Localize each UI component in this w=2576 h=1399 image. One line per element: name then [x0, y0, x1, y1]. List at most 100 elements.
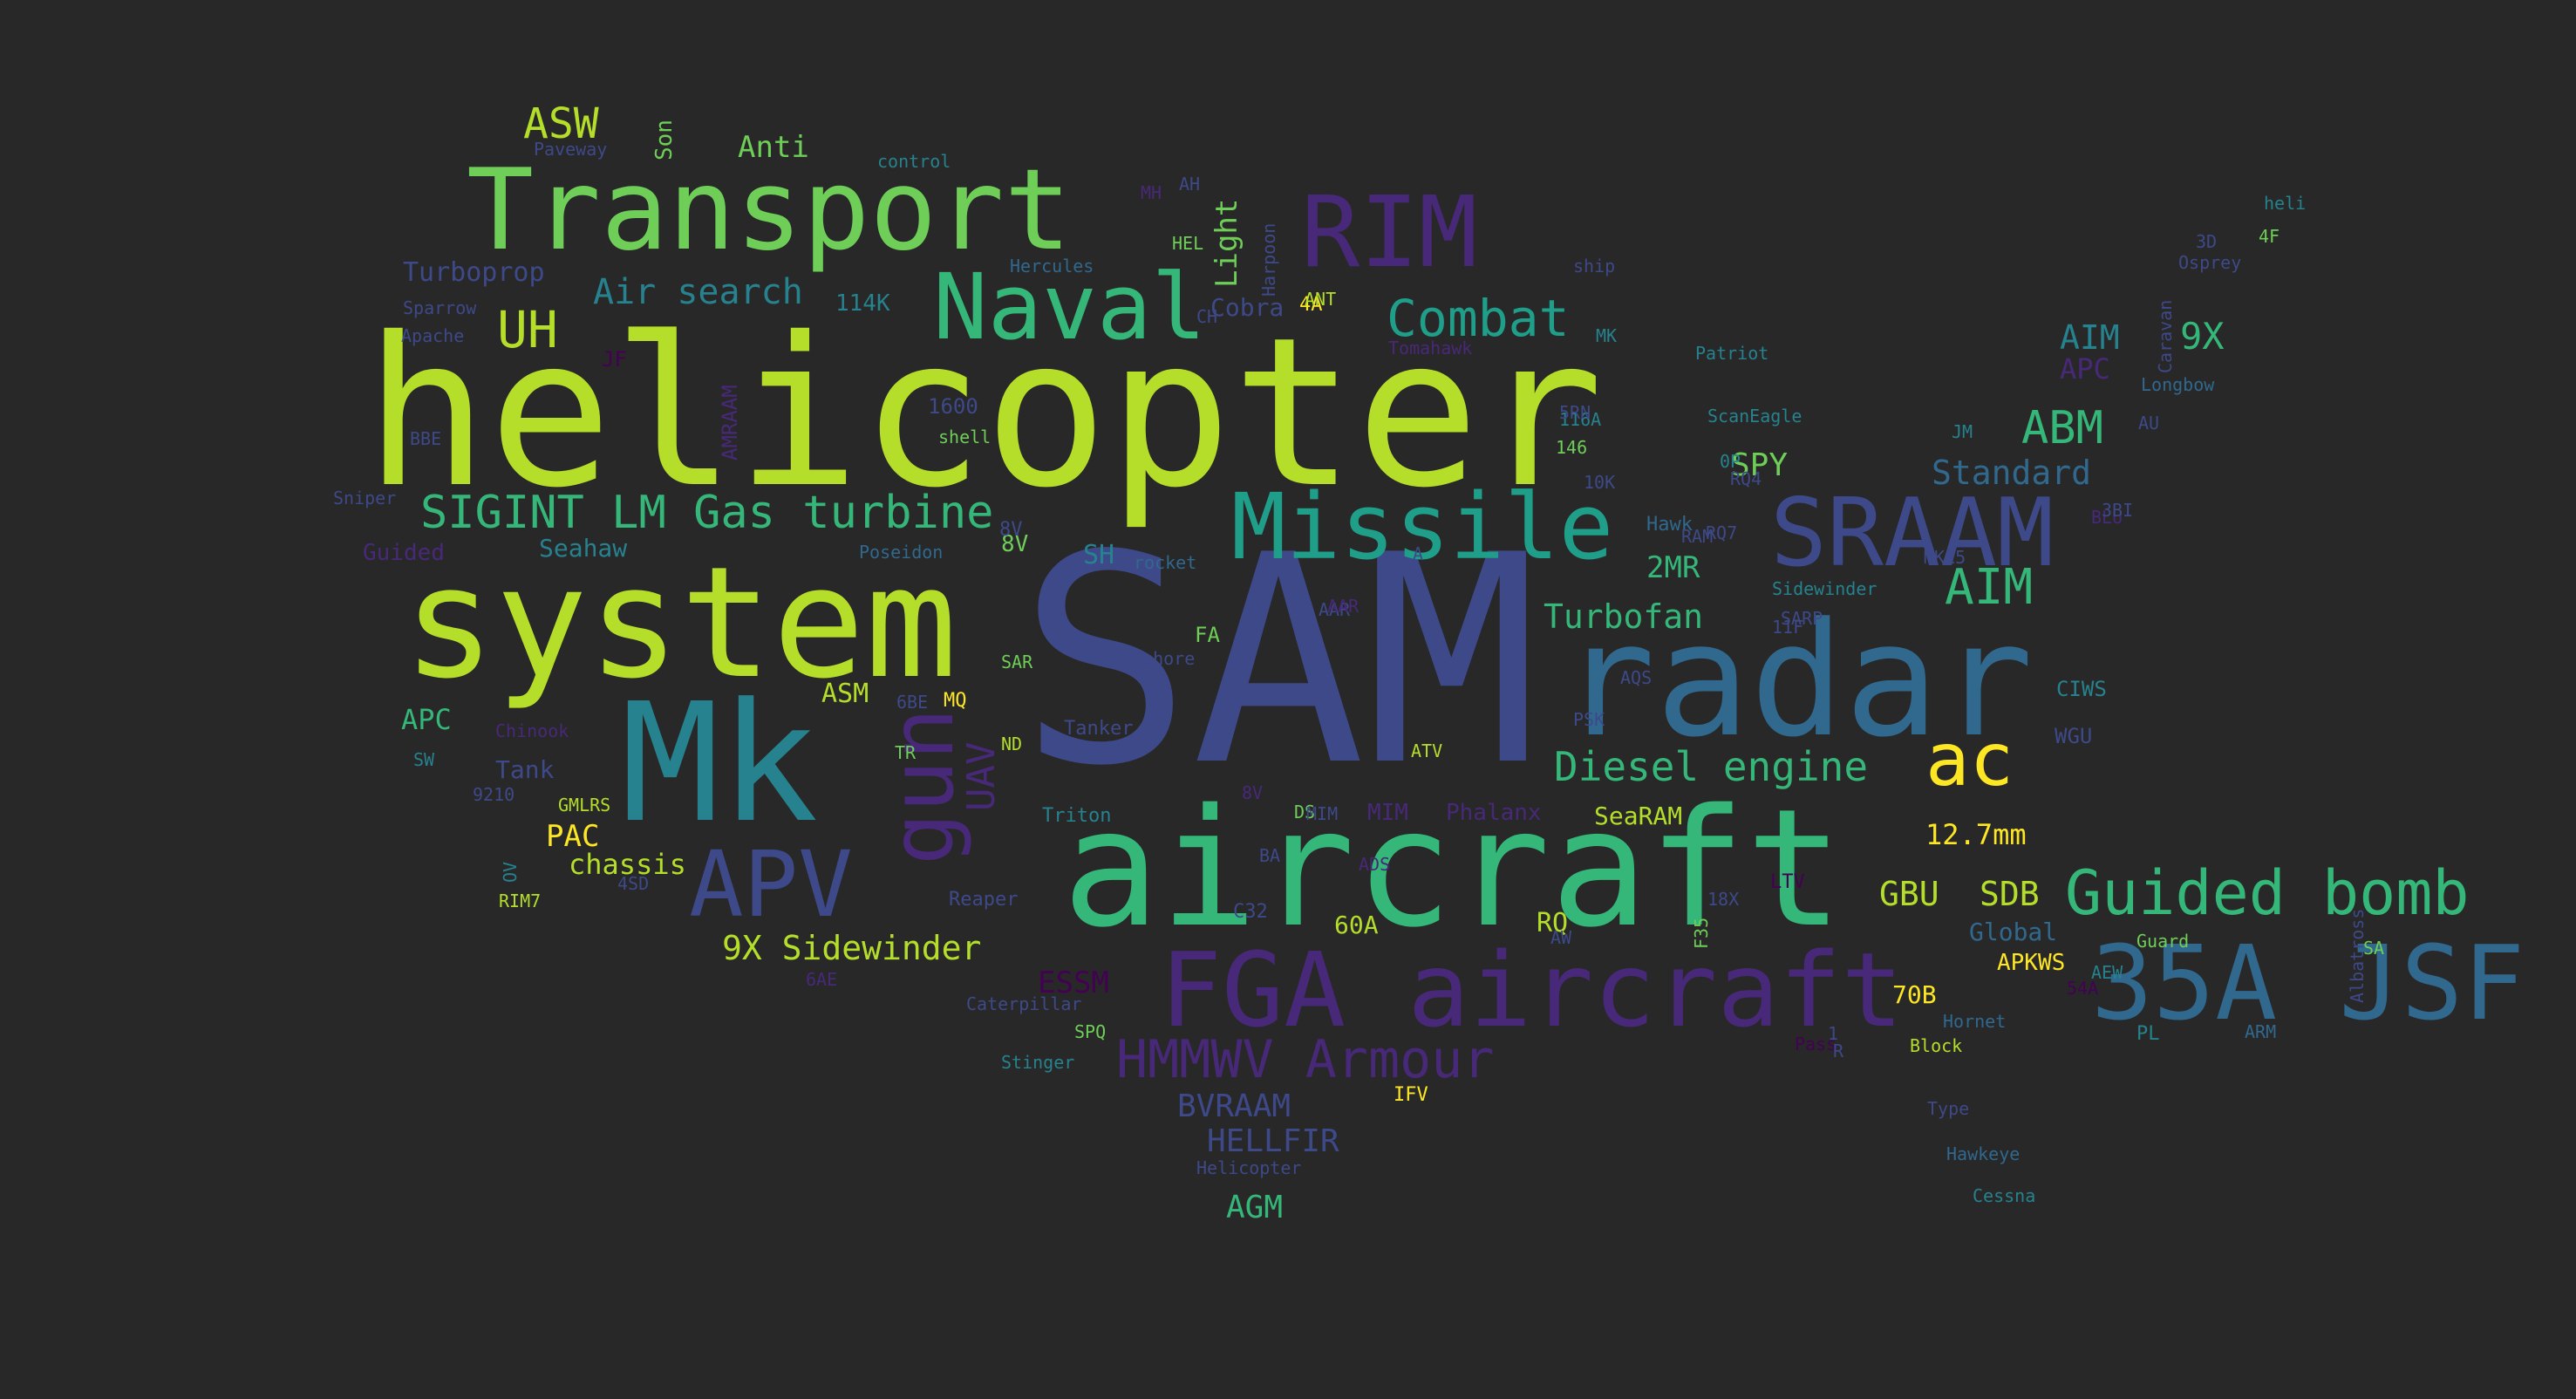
word-8v: 8V: [999, 519, 1023, 541]
word-cessna: Cessna: [1973, 1185, 2035, 1206]
word-10k: 10K: [1584, 472, 1615, 493]
word-turboprop: Turboprop: [403, 257, 545, 288]
word-r: R: [1833, 1041, 1844, 1061]
word-global: Global: [1969, 918, 2057, 946]
word-hercules: Hercules: [1010, 256, 1094, 276]
word-ov: OV: [500, 862, 521, 883]
word-4a: 4A: [1299, 294, 1323, 316]
word-1600: 1600: [928, 394, 978, 419]
word-sdb: SDB: [1980, 875, 2040, 913]
word-amraam: AMRAAM: [718, 385, 742, 461]
word-6ae: 6AE: [806, 969, 837, 990]
word-shell: shell: [938, 427, 991, 447]
word-mk: Mk: [621, 668, 818, 859]
word-stinger: Stinger: [1001, 1052, 1074, 1073]
word-searam: SeaRAM: [1594, 802, 1682, 830]
word-bbe: BBE: [410, 428, 441, 449]
word-agm: AGM: [1226, 1190, 1283, 1225]
word-transport: Transport: [467, 146, 1072, 276]
word-aim: AIM: [2060, 318, 2120, 357]
word-hmmwv-armour: HMMWV Armour: [1116, 1029, 1494, 1090]
word-sidewinder: Sidewinder: [1772, 578, 1877, 599]
word-aw: AW: [1550, 927, 1572, 948]
word-sar: SAR: [1001, 652, 1033, 672]
word-fa: FA: [1195, 623, 1220, 647]
word-seahaw: Seahaw: [539, 534, 627, 563]
word-ch: CH: [1196, 306, 1217, 327]
word-guided-bomb: Guided bomb: [2065, 857, 2470, 929]
word-blu: BLU: [2091, 507, 2123, 528]
word-jf: JF: [602, 347, 627, 372]
word-pl: PL: [2136, 1023, 2160, 1045]
word-spq: SPQ: [1074, 1021, 1106, 1042]
word-hel: HEL: [1172, 233, 1203, 254]
word-tank: Tank: [495, 755, 555, 784]
word-rim: RIM: [1301, 176, 1477, 290]
word-12-7mm: 12.7mm: [1925, 818, 2027, 851]
word-aircraft: aircraft: [1062, 774, 1843, 963]
word-a: A: [1413, 543, 1423, 564]
word-ah: AH: [1179, 174, 1200, 194]
word-spy: SPY: [1731, 447, 1788, 483]
word-tanker: Tanker: [1064, 718, 1133, 740]
word-helicopter: Helicopter: [1196, 1157, 1301, 1178]
word-2mr: 2MR: [1646, 550, 1700, 585]
word-gbu: GBU: [1879, 875, 1939, 913]
word-aim: AIM: [1945, 559, 2033, 616]
word-5rn: 5RN: [1559, 402, 1591, 423]
word-8v: 8V: [1001, 531, 1028, 557]
word-asw: ASW: [523, 99, 599, 148]
word-radar: radar: [1561, 590, 2034, 772]
word-ltv: LTV: [1770, 871, 1805, 893]
word-asm: ASM: [821, 679, 869, 709]
word-116a: 116A: [1559, 409, 1601, 430]
word-longbow: Longbow: [2141, 374, 2215, 395]
word-hawkeye: Hawkeye: [1946, 1143, 2020, 1164]
word-apv: APV: [689, 831, 853, 938]
word-ship: ship: [1573, 256, 1615, 276]
word-poseidon: Poseidon: [859, 542, 943, 563]
word-cobra: Cobra: [1210, 293, 1284, 322]
word-4f: 4F: [2259, 226, 2280, 247]
word-anti: Anti: [738, 130, 809, 165]
word-pac: PAC: [546, 819, 599, 854]
word-114k: 114K: [835, 290, 890, 317]
word-tr: TR: [895, 742, 917, 763]
word-mk: MK: [1596, 325, 1617, 346]
word-abm: ABM: [2021, 402, 2103, 454]
word-ciws: CIWS: [2056, 677, 2107, 701]
word-caravan: Caravan: [2155, 300, 2176, 373]
word-sigint-lm-gas-turbine: SIGINT LM Gas turbine: [420, 487, 993, 539]
word-9x-sidewinder: 9X Sidewinder: [722, 929, 981, 967]
word-rq4: RQ4: [1730, 468, 1762, 489]
word-rim7: RIM7: [499, 891, 541, 911]
word-psk: PSK: [1573, 709, 1605, 730]
word-ac: ac: [1925, 717, 2014, 802]
word-ifv: IFV: [1394, 1084, 1428, 1106]
word-ads: ADS: [1359, 854, 1390, 875]
word-apache: Apache: [401, 325, 464, 346]
word-bvraam: BVRAAM: [1177, 1088, 1291, 1124]
word-guided: Guided: [363, 540, 445, 566]
word-ant: ANT: [1305, 289, 1336, 310]
word-essm: ESSM: [1038, 966, 1109, 1000]
word-1: 1: [1828, 1023, 1838, 1044]
word-heli: heli: [2264, 193, 2306, 214]
word-atv: ATV: [1411, 740, 1442, 761]
word-guard: Guard: [2136, 931, 2189, 952]
word-3d: 3D: [2196, 231, 2217, 252]
word-albatross: Albatross: [2347, 909, 2368, 1003]
word-jm: JM: [1952, 421, 1973, 442]
word-system: system: [403, 534, 957, 713]
word-standard: Standard: [1932, 454, 2091, 492]
word-scaneagle: ScanEagle: [1707, 406, 1802, 427]
word-70b: 70B: [1892, 980, 1937, 1009]
word-arm: ARM: [2245, 1021, 2276, 1042]
word-patriot: Patriot: [1695, 343, 1768, 364]
word-aew: AEW: [2091, 962, 2123, 983]
word-sparrow: Sparrow: [403, 297, 477, 318]
word-phalanx: Phalanx: [1446, 800, 1542, 826]
word-mh: MH: [1141, 182, 1162, 203]
word-146: 146: [1556, 437, 1587, 458]
word-60a: 60A: [1334, 911, 1379, 939]
